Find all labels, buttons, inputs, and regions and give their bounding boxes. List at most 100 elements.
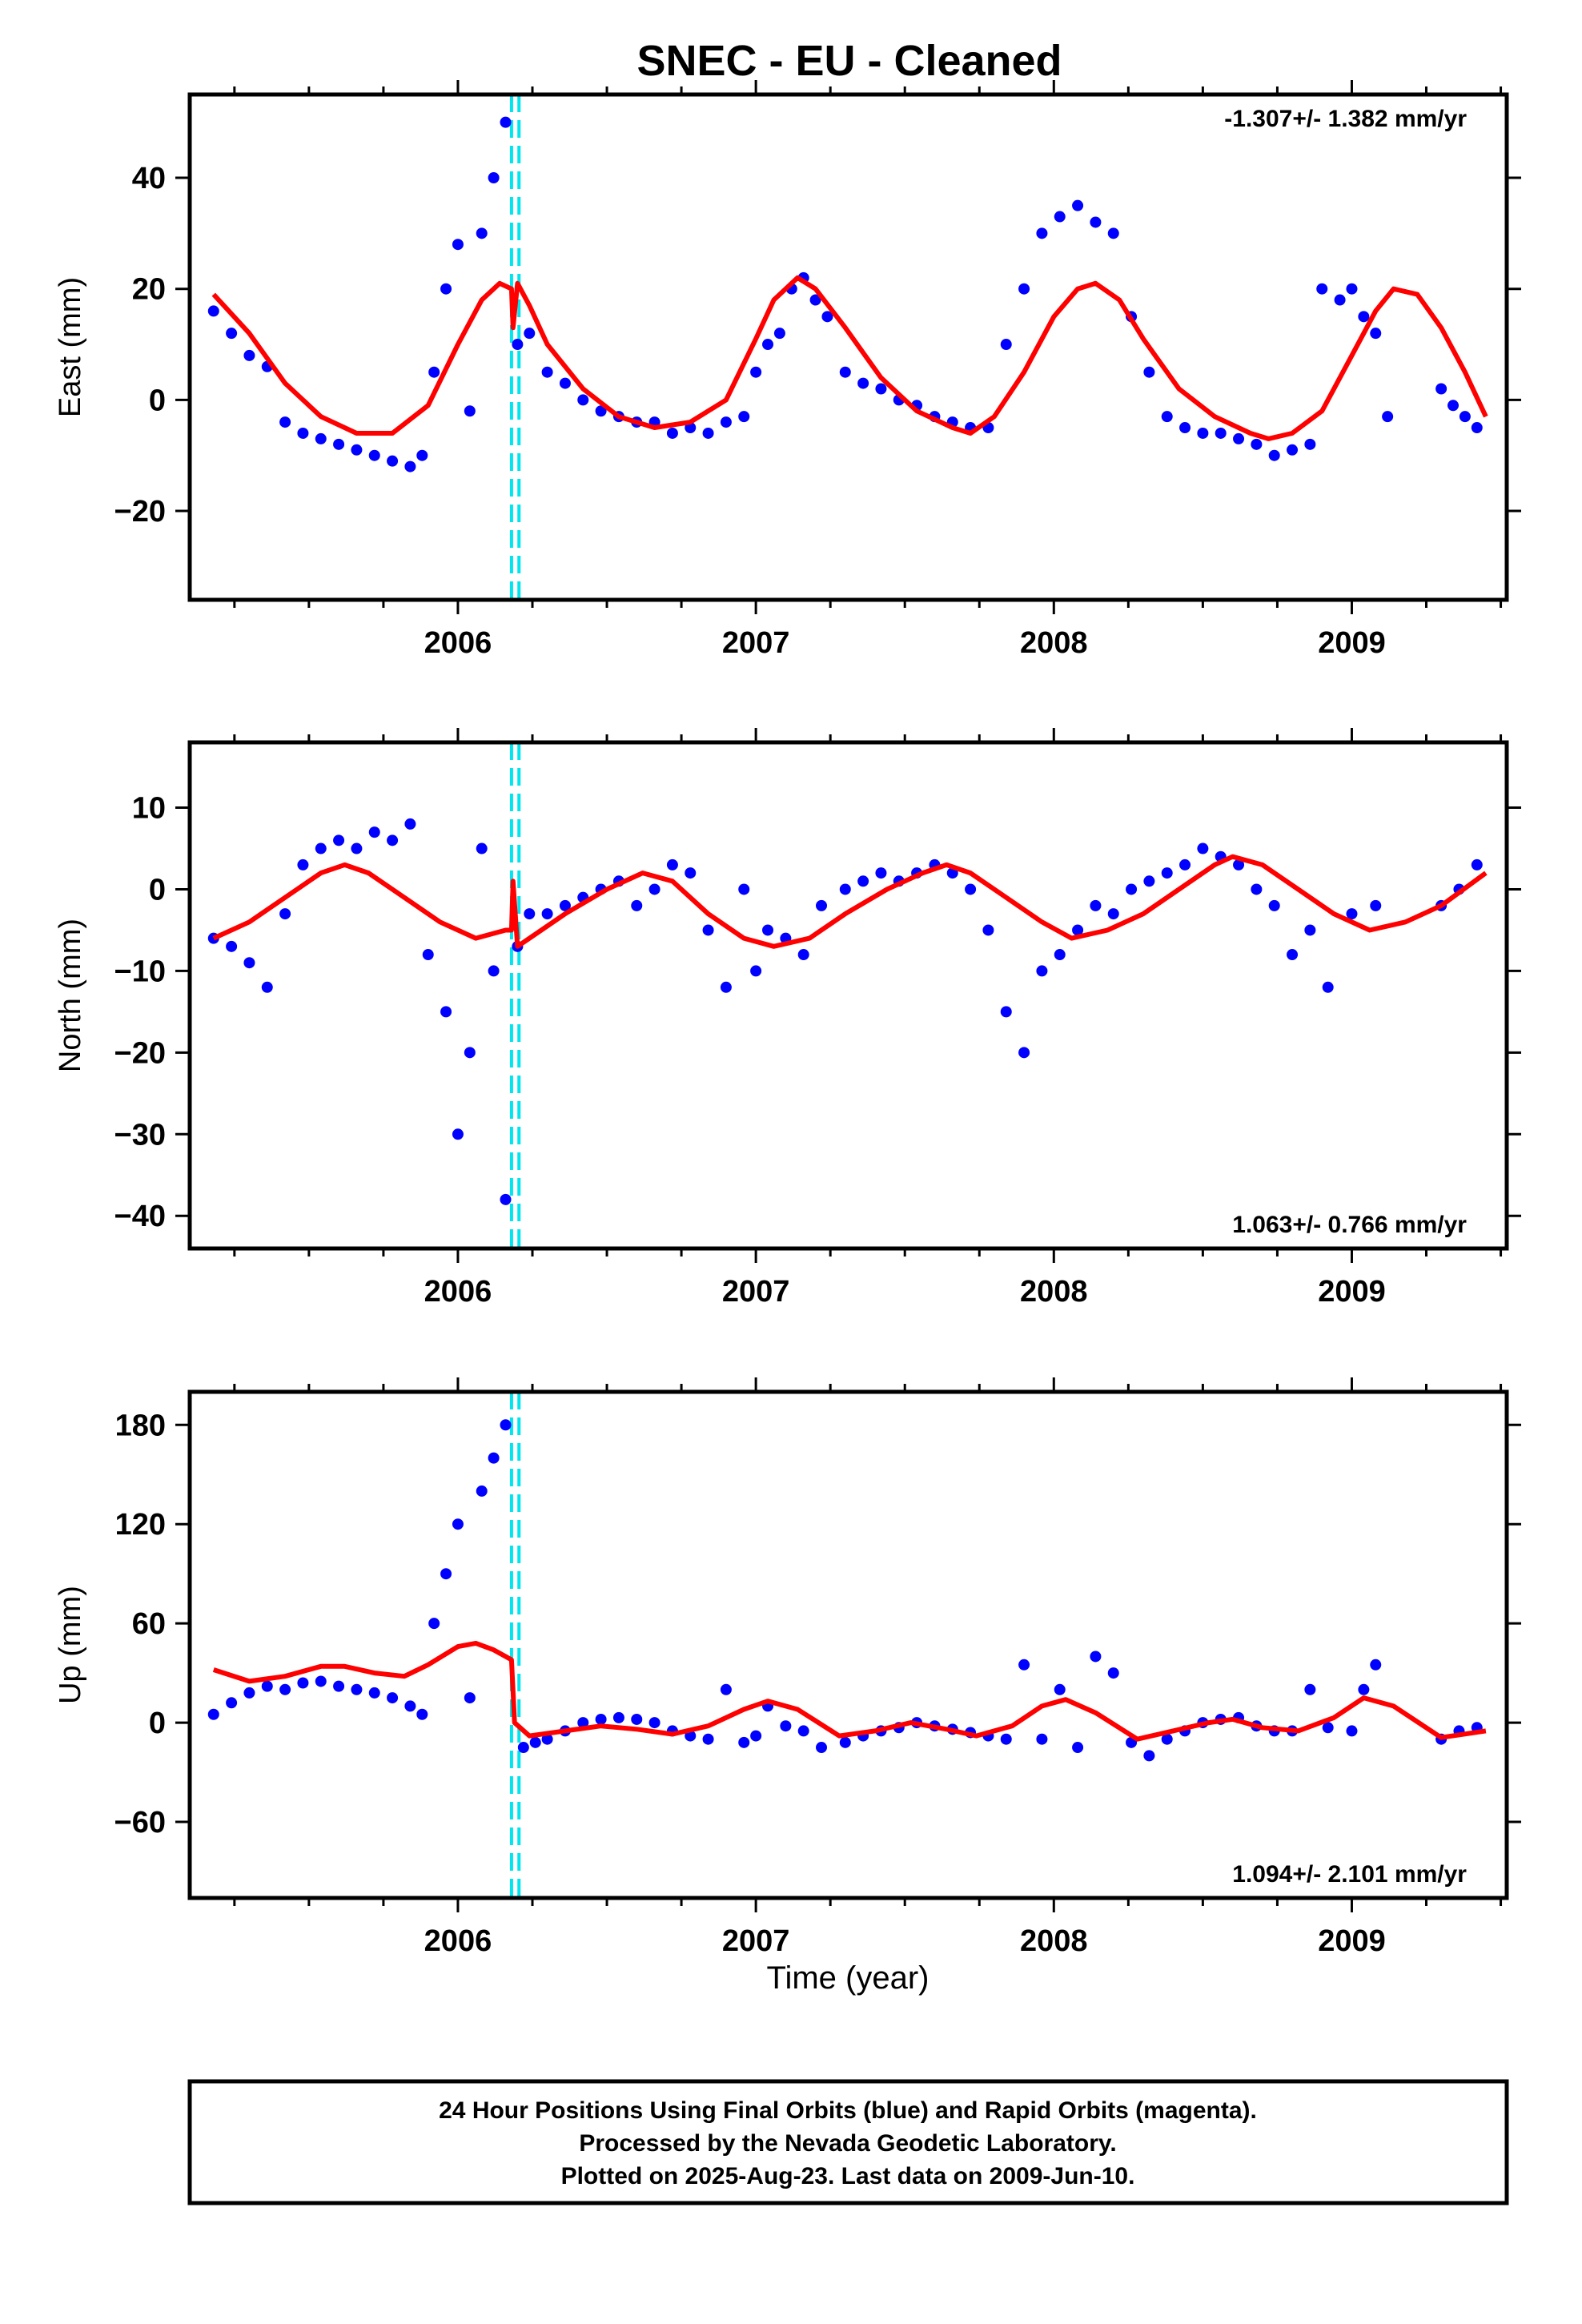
data-point [1358,311,1370,323]
data-point [297,427,309,439]
data-point [1287,444,1299,456]
data-point [500,1193,512,1205]
x-tick-label: 2007 [722,1924,790,1958]
data-point [1036,965,1048,977]
data-point [702,924,714,936]
x-tick-label: 2007 [722,626,790,660]
footer-line-3: Plotted on 2025-Aug-23. Last data on 200… [561,2163,1135,2189]
data-point [368,826,380,838]
data-point [243,957,255,969]
data-point [720,1683,732,1695]
data-point [500,116,512,128]
x-tick-label: 2008 [1020,626,1088,660]
data-point [1090,1651,1102,1663]
data-point [750,1730,762,1742]
plot-frame [187,1389,1509,1900]
data-point [1316,283,1328,295]
data-point [685,867,697,879]
data-point [1000,339,1012,351]
data-point [1251,883,1263,895]
data-point [387,834,399,846]
footer-box: 24 Hour Positions Using Final Orbits (bl… [187,2079,1509,2205]
data-point [1197,842,1209,854]
data-point [452,1128,464,1140]
data-point [559,377,571,389]
data-point [1471,422,1483,434]
x-tick-label: 2009 [1318,1924,1386,1958]
data-point [1036,227,1048,239]
data-point [416,1708,428,1720]
data-point [476,842,488,854]
data-point [440,1568,452,1580]
data-point [333,1680,345,1692]
data-point [1346,908,1358,920]
data-point [387,1692,399,1704]
data-point [1090,899,1102,911]
footer-line-2: Processed by the Nevada Geodetic Laborat… [579,2130,1116,2157]
data-point [1322,1722,1334,1734]
data-point [559,899,571,911]
data-point [1161,1733,1173,1745]
data-point [333,438,345,450]
figure-title: SNEC - EU - Cleaned [636,37,1062,85]
data-point [464,1047,476,1059]
y-tick-label: −20 [114,1036,166,1070]
data-point [476,227,488,239]
data-point [780,1720,792,1732]
data-point [595,1713,607,1725]
data-point [762,339,774,351]
up-panel: −60 0 60 120 180 2006 2007 2008 2009 Up (mm) 1.094… [54,1377,1521,1958]
data-point [1346,283,1358,295]
data-point [428,366,440,378]
data-point [965,883,977,895]
data-point [333,834,345,846]
data-point [1000,1733,1012,1745]
data-point [422,949,434,961]
y-tick-label: 10 [132,792,166,826]
data-point [1107,1667,1119,1679]
data-point [1382,411,1394,423]
data-point [1370,1659,1382,1671]
data-point [476,1485,488,1497]
data-point [1161,867,1173,879]
data-point [351,1683,363,1695]
data-point [982,924,994,936]
data-point [816,899,828,911]
data-point [797,949,809,961]
data-point [1304,924,1316,936]
data-point [1000,1006,1012,1018]
x-tick-label: 2006 [424,1924,492,1958]
data-point [809,294,821,306]
data-point [1072,1742,1084,1754]
data-point [738,1736,750,1748]
data-point [648,883,661,895]
data-point [666,858,678,870]
data-point [529,1736,541,1748]
data-point [368,1687,380,1699]
data-point [404,460,416,472]
data-point [1054,1683,1066,1695]
east-panel: −20 0 20 40 2006 2007 2008 2009 East (mm) -1.307+… [54,80,1521,660]
data-point [1018,1047,1030,1059]
data-point [226,328,238,340]
data-point [720,981,732,993]
data-point [1143,1750,1155,1762]
data-point [464,405,476,417]
data-point [1072,924,1084,936]
y-tick-label: −20 [114,495,166,529]
data-point [279,416,291,428]
data-point [750,366,762,378]
y-tick-label: 40 [132,162,166,195]
data-point [243,1687,255,1699]
data-point [404,1700,416,1712]
data-point [1054,211,1066,223]
data-point [488,172,500,184]
x-tick-label: 2007 [722,1275,790,1309]
data-point [524,908,536,920]
data-point [1018,1659,1030,1671]
velocity-rate-label: 1.063+/- 0.766 mm/yr [1232,1212,1467,1238]
data-point [1054,949,1066,961]
data-point [488,1452,500,1464]
data-point [1251,438,1263,450]
data-point [1161,411,1173,423]
